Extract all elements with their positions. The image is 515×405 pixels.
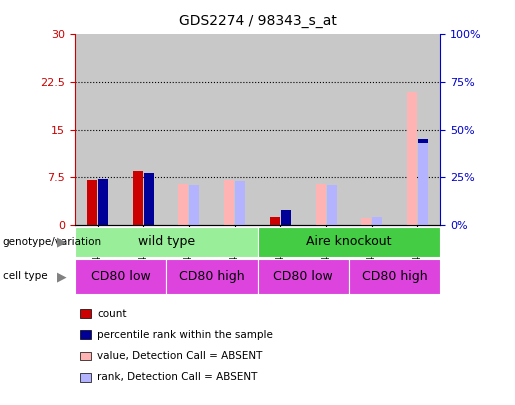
Bar <box>75 259 166 294</box>
Bar <box>235 181 245 225</box>
Bar <box>258 227 440 257</box>
Bar <box>327 185 337 225</box>
Bar <box>75 34 121 225</box>
Text: count: count <box>97 309 127 319</box>
Text: cell type: cell type <box>3 271 47 281</box>
Bar <box>418 139 428 225</box>
Bar <box>361 218 371 225</box>
Bar <box>121 34 166 225</box>
Bar <box>258 259 349 294</box>
Text: ▶: ▶ <box>57 235 66 249</box>
Bar <box>75 227 258 257</box>
Text: CD80 high: CD80 high <box>179 270 245 283</box>
Bar <box>303 34 349 225</box>
Bar <box>144 173 154 225</box>
Bar <box>258 34 303 225</box>
Text: CD80 low: CD80 low <box>273 270 333 283</box>
Text: Aire knockout: Aire knockout <box>306 235 392 249</box>
Text: GDS2274 / 98343_s_at: GDS2274 / 98343_s_at <box>179 14 336 28</box>
Bar <box>224 180 234 225</box>
Bar <box>316 183 325 225</box>
Bar <box>133 171 143 225</box>
Text: value, Detection Call = ABSENT: value, Detection Call = ABSENT <box>97 351 263 361</box>
Bar <box>394 34 440 225</box>
Bar <box>349 259 440 294</box>
Text: CD80 low: CD80 low <box>91 270 150 283</box>
Text: ▶: ▶ <box>57 270 66 283</box>
Bar <box>98 179 108 225</box>
Bar <box>281 209 291 225</box>
Text: percentile rank within the sample: percentile rank within the sample <box>97 330 273 340</box>
Bar <box>349 34 394 225</box>
Text: rank, Detection Call = ABSENT: rank, Detection Call = ABSENT <box>97 372 258 382</box>
Text: wild type: wild type <box>138 235 195 249</box>
Text: genotype/variation: genotype/variation <box>3 237 101 247</box>
Bar <box>212 34 258 225</box>
Bar <box>87 180 97 225</box>
Bar <box>372 217 382 225</box>
Bar <box>166 34 212 225</box>
Bar <box>166 259 258 294</box>
Bar <box>407 92 417 225</box>
Bar <box>190 185 199 225</box>
Bar <box>270 217 280 225</box>
Text: CD80 high: CD80 high <box>362 270 427 283</box>
Bar <box>178 183 188 225</box>
Bar <box>418 143 428 225</box>
